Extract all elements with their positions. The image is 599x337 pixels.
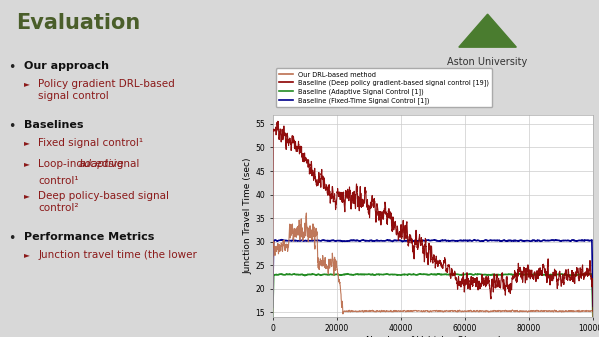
Polygon shape [459, 14, 516, 47]
Text: Policy gradient DRL-based
signal control: Policy gradient DRL-based signal control [38, 79, 175, 101]
Text: control¹: control¹ [38, 176, 79, 186]
Text: Our approach: Our approach [24, 61, 109, 71]
Text: Fixed signal control¹: Fixed signal control¹ [38, 138, 143, 148]
Text: signal: signal [105, 159, 140, 169]
Legend: Our DRL-based method, Baseline (Deep policy gradient-based signal control [19]),: Our DRL-based method, Baseline (Deep pol… [276, 68, 492, 107]
X-axis label: Number of Vehicles Observed: Number of Vehicles Observed [365, 336, 500, 337]
Text: ►: ► [24, 79, 29, 88]
Y-axis label: Junction Travel Time (sec): Junction Travel Time (sec) [243, 157, 252, 274]
Text: ►: ► [24, 250, 29, 259]
Text: Loop-induced: Loop-induced [38, 159, 112, 169]
Text: Junction travel time (the lower: Junction travel time (the lower [38, 250, 197, 260]
Text: •: • [8, 120, 16, 133]
Text: Baselines: Baselines [24, 120, 83, 130]
Text: adaptive: adaptive [79, 159, 125, 169]
Text: •: • [8, 61, 16, 74]
Text: Aston University: Aston University [447, 57, 528, 67]
Text: ►: ► [24, 138, 29, 147]
Text: ►: ► [24, 159, 29, 168]
Text: •: • [8, 232, 16, 245]
Text: Deep policy-based signal
control²: Deep policy-based signal control² [38, 191, 169, 213]
Text: ►: ► [24, 191, 29, 200]
Text: Performance Metrics: Performance Metrics [24, 232, 154, 242]
Text: Evaluation: Evaluation [16, 13, 140, 33]
